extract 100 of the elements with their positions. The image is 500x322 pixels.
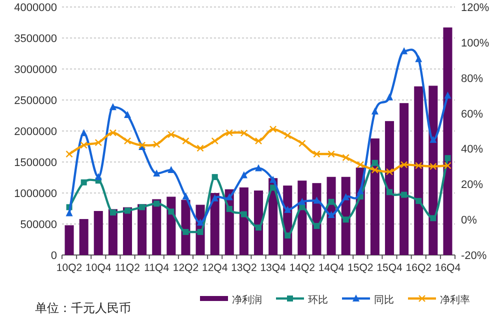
point	[371, 108, 378, 115]
x-tick-label: 14Q2	[289, 262, 316, 274]
point	[298, 198, 306, 205]
point	[313, 150, 320, 158]
x-tick-label: 16Q2	[406, 262, 432, 274]
point	[284, 132, 292, 140]
legend-label: 同比	[374, 294, 394, 306]
bar	[443, 27, 452, 255]
point	[153, 170, 160, 177]
point	[255, 164, 262, 172]
point	[386, 168, 394, 176]
x-tick-label: 11Q4	[144, 262, 170, 274]
point	[240, 211, 247, 218]
legend-label: 净利率	[440, 294, 470, 306]
x-tick-label: 10Q4	[86, 262, 112, 274]
point	[356, 161, 364, 168]
y-tick-label: 3500000	[14, 33, 57, 45]
bar	[210, 193, 220, 255]
point	[80, 129, 88, 136]
point	[168, 208, 174, 215]
y-tick-label: 2000000	[14, 126, 57, 138]
y2-tick-label: 20%	[461, 179, 484, 192]
bar	[239, 187, 248, 255]
point	[416, 198, 422, 204]
point	[226, 206, 232, 212]
legend-label: 环比	[308, 294, 328, 306]
bar	[64, 225, 74, 255]
point	[284, 232, 291, 239]
point	[314, 222, 320, 229]
y2-tick-label: -20%	[461, 250, 487, 262]
bar	[166, 196, 176, 255]
y-tick-label: 4000000	[14, 2, 57, 14]
x-tick-label: 15Q4	[376, 262, 403, 274]
bar	[370, 138, 380, 255]
point	[313, 196, 320, 204]
bar	[414, 86, 424, 255]
point	[430, 162, 437, 170]
point	[371, 166, 379, 174]
point	[66, 209, 73, 216]
bar	[400, 103, 409, 255]
point	[80, 179, 87, 186]
bar	[152, 199, 162, 255]
point	[254, 137, 262, 145]
point	[372, 160, 378, 166]
point	[94, 173, 102, 180]
point	[298, 140, 306, 147]
x-tick-label: 11Q2	[115, 262, 140, 274]
point	[182, 192, 190, 200]
y2-tick-label: 100%	[461, 37, 490, 50]
point	[386, 93, 393, 100]
point	[182, 137, 190, 145]
y-tick-label: 0	[50, 250, 57, 262]
point	[109, 103, 116, 110]
y2-tick-label: 60%	[461, 108, 484, 120]
x-tick-label: 12Q2	[172, 262, 199, 274]
bar	[94, 210, 103, 255]
y2-tick-label: 0%	[461, 214, 478, 227]
point	[284, 206, 292, 213]
point	[196, 144, 204, 152]
point	[342, 154, 350, 162]
x-tick-label: 12Q4	[202, 262, 228, 274]
point	[401, 192, 408, 198]
point	[124, 137, 132, 145]
point	[124, 111, 131, 118]
point	[444, 162, 452, 170]
point	[342, 216, 349, 223]
x-tick-label: 13Q2	[231, 262, 257, 274]
point	[356, 187, 364, 194]
point	[124, 208, 130, 214]
x-tick-label: 10Q2	[56, 262, 82, 274]
point	[444, 155, 451, 162]
point	[154, 200, 160, 207]
point	[168, 130, 175, 138]
y2-tick-label: 120%	[461, 2, 490, 14]
point	[94, 138, 102, 146]
point	[430, 136, 437, 143]
point	[240, 130, 248, 137]
point	[80, 142, 88, 149]
point	[212, 174, 218, 180]
y2-tick-label: 80%	[461, 72, 484, 85]
legend-label: 净利润	[232, 294, 262, 306]
point	[66, 150, 73, 158]
bar	[384, 121, 394, 255]
y-tick-label: 1500000	[14, 157, 57, 169]
x-tick-label: 14Q4	[318, 262, 344, 274]
point	[211, 194, 218, 202]
x-tick-label: 15Q2	[348, 262, 374, 274]
bar	[79, 219, 88, 255]
point	[328, 150, 335, 158]
point	[430, 215, 436, 222]
point	[109, 129, 117, 136]
point	[269, 126, 277, 133]
point	[240, 171, 248, 178]
point	[328, 198, 334, 205]
x-tick-label: 13Q4	[260, 262, 286, 274]
x-tick-label: 16Q4	[434, 262, 461, 274]
point	[386, 189, 392, 196]
point	[270, 176, 277, 183]
point	[415, 162, 422, 170]
point	[153, 140, 160, 148]
